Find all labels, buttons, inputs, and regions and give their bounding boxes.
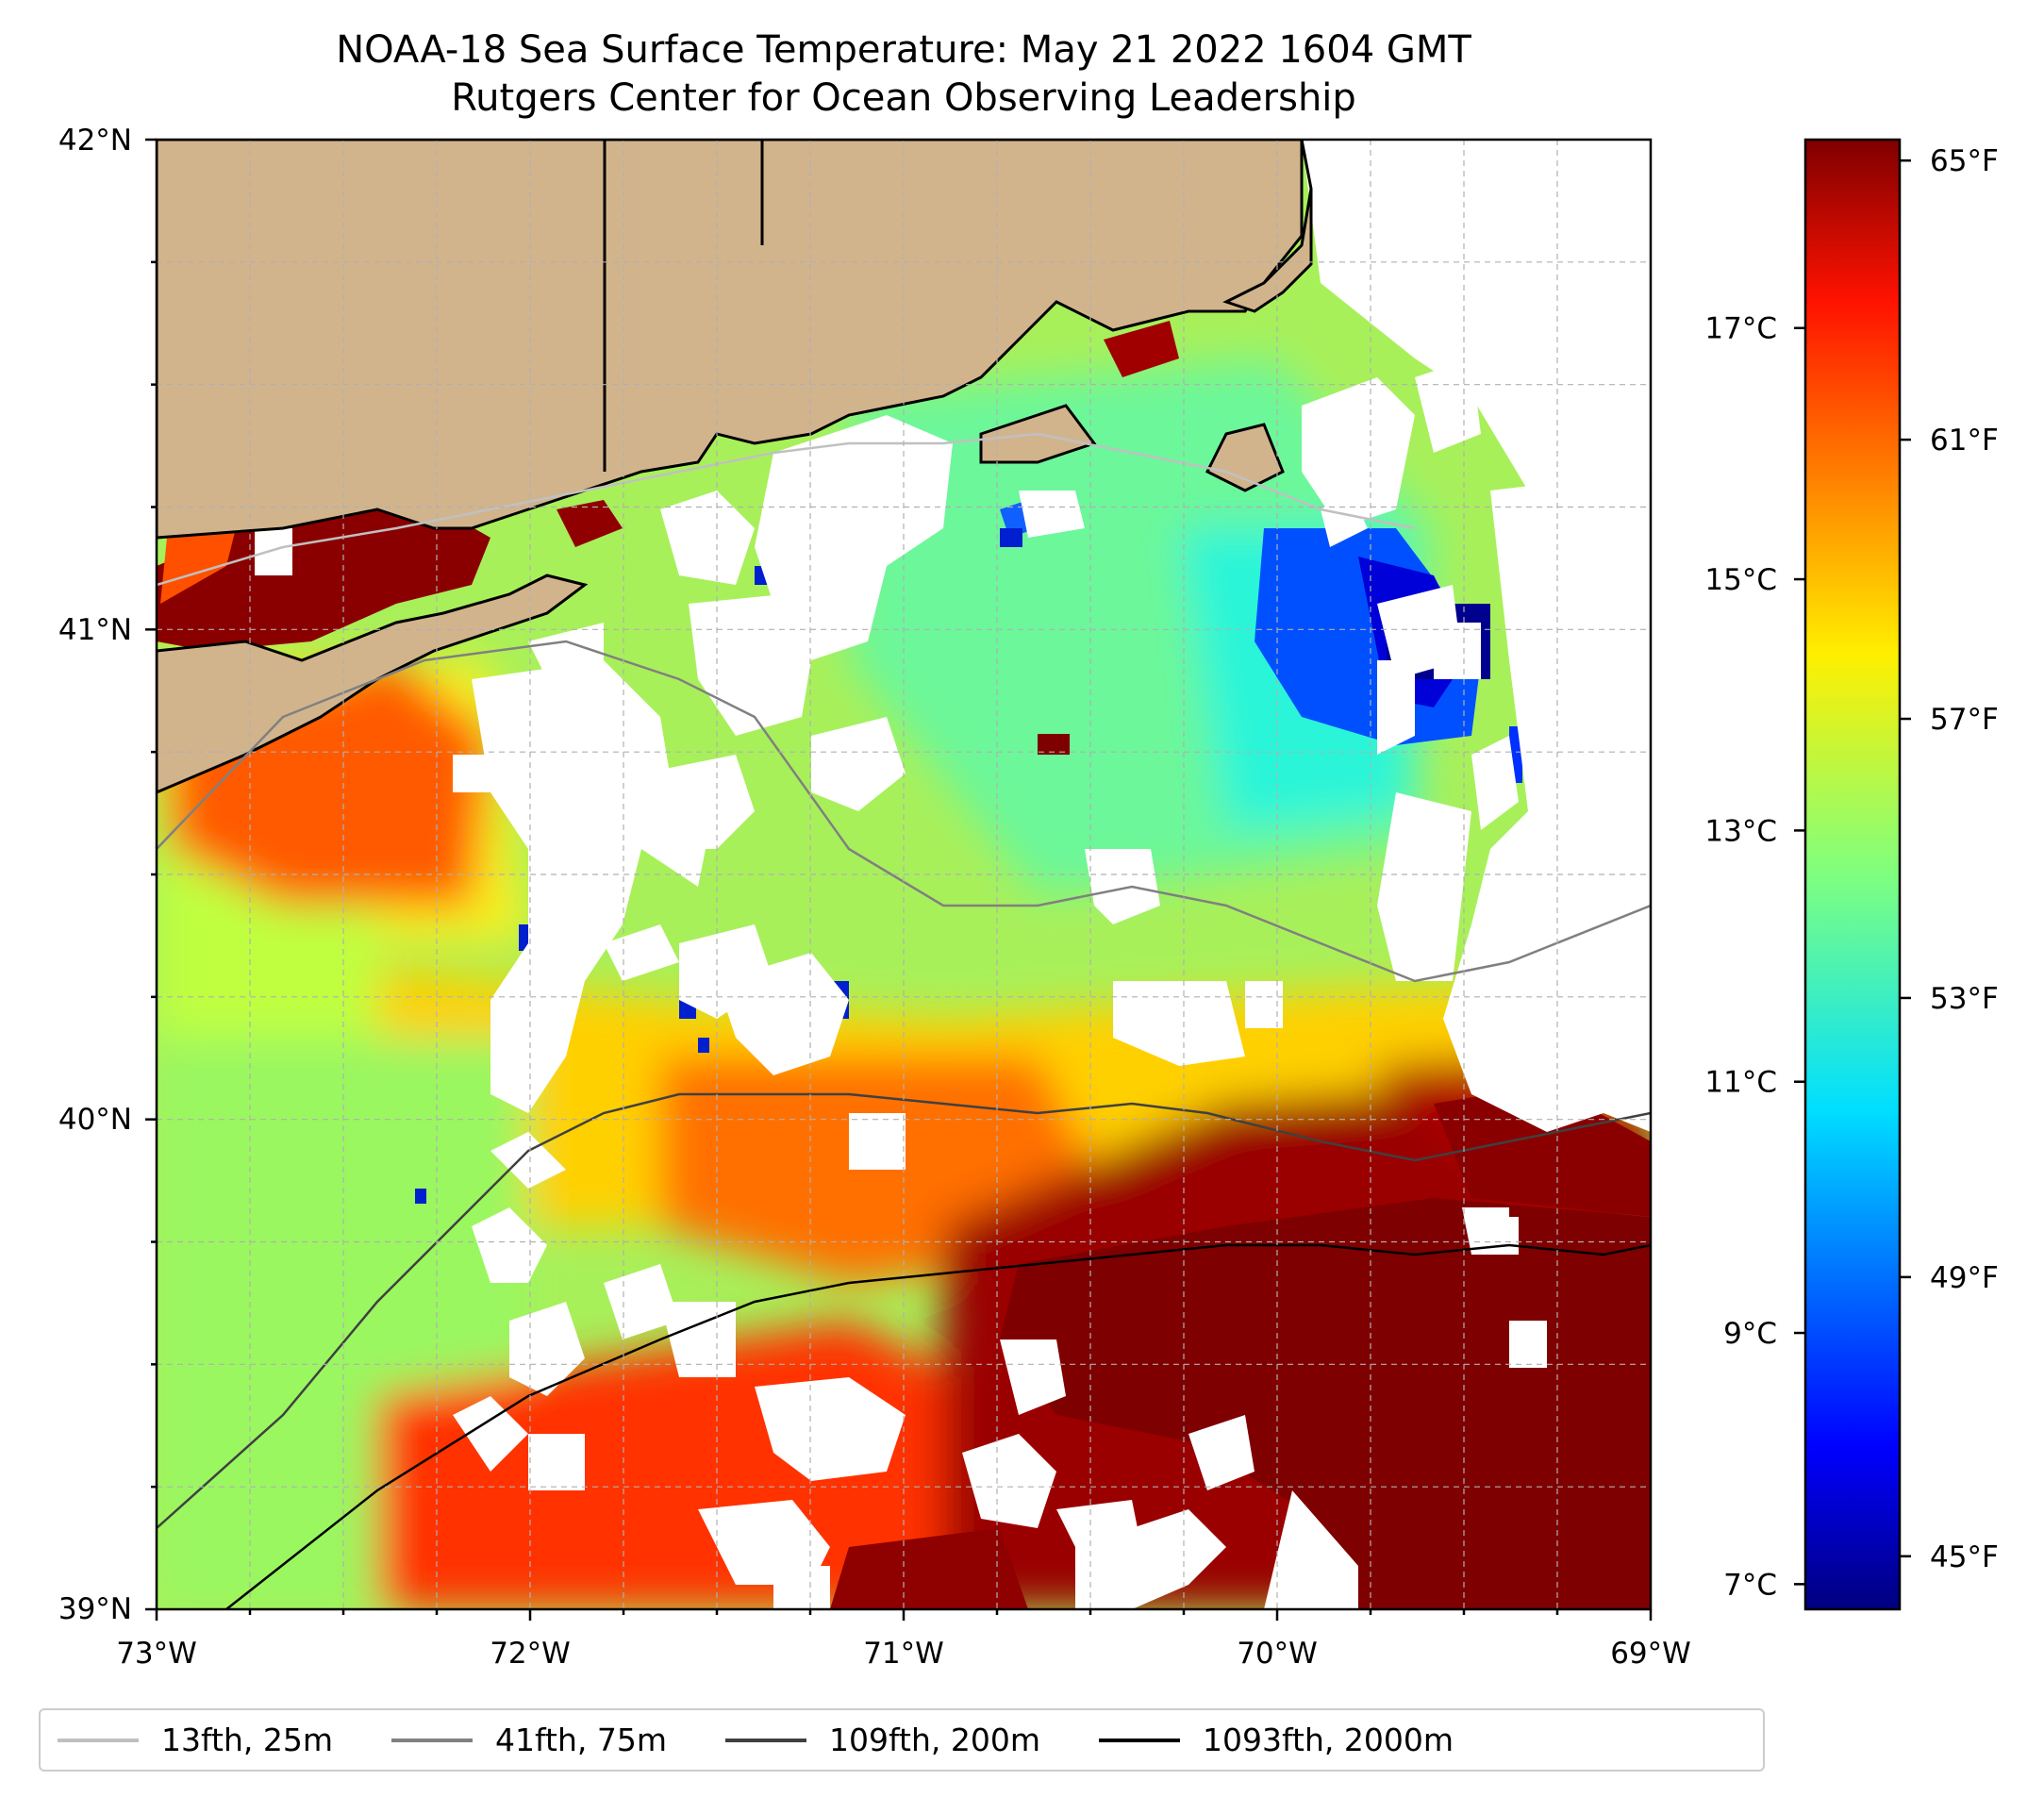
legend-entry: 109fth, 200m <box>725 1722 1040 1758</box>
colorbar-fahrenheit-label: 57°F <box>1930 703 1999 737</box>
y-tick-label: 39°N <box>58 1592 132 1626</box>
colorbar-fahrenheit-label: 49°F <box>1930 1261 1999 1295</box>
y-tick-label: 40°N <box>58 1103 132 1137</box>
colorbar-fahrenheit-label: 65°F <box>1930 144 1999 178</box>
title-line-1: NOAA-18 Sea Surface Temperature: May 21 … <box>336 28 1471 72</box>
colorbar-celsius-label: 13°C <box>1704 814 1777 848</box>
colorbar-fahrenheit-ticks <box>1900 158 1911 1558</box>
colorbar-celsius-label: 7°C <box>1723 1568 1777 1602</box>
x-tick-label: 70°W <box>1237 1637 1318 1671</box>
chart-title: NOAA-18 Sea Surface Temperature: May 21 … <box>157 26 1651 123</box>
x-tick-label: 71°W <box>863 1637 944 1671</box>
legend-label: 41fth, 75m <box>495 1722 667 1758</box>
colorbar-celsius-label: 9°C <box>1723 1317 1777 1351</box>
isobath-200m <box>157 1092 1651 1529</box>
legend-swatch <box>391 1738 473 1742</box>
colorbar-celsius-label: 11°C <box>1704 1066 1777 1100</box>
isobath-75m <box>157 640 1651 983</box>
legend-entry: 13fth, 25m <box>58 1722 333 1758</box>
y-tick-label: 41°N <box>58 613 132 647</box>
legend-swatch <box>725 1738 806 1742</box>
colorbar-celsius-ticks <box>1794 326 1805 1586</box>
isobath-2000m <box>225 1243 1651 1609</box>
legend-swatch <box>1099 1738 1180 1742</box>
legend-swatch <box>58 1738 139 1742</box>
colorbar <box>1803 138 1902 1611</box>
legend-label: 109fth, 200m <box>829 1722 1040 1758</box>
legend-label: 1093fth, 2000m <box>1203 1722 1454 1758</box>
legend-entry: 41fth, 75m <box>391 1722 667 1758</box>
y-tick-label: 42°N <box>58 124 132 158</box>
cloud-mask <box>255 140 1651 1609</box>
isobath-25m <box>157 432 1416 587</box>
legend-entry: 1093fth, 2000m <box>1099 1722 1454 1758</box>
isobath-legend: 13fth, 25m 41fth, 75m 109fth, 200m 1093f… <box>39 1708 1765 1772</box>
x-tick-label: 73°W <box>116 1637 197 1671</box>
title-line-2: Rutgers Center for Ocean Observing Leade… <box>451 76 1356 120</box>
x-tick-label: 69°W <box>1610 1637 1691 1671</box>
colorbar-celsius-label: 15°C <box>1704 563 1777 597</box>
warm-core-ring <box>1000 1198 1651 1609</box>
colorbar-fahrenheit-label: 45°F <box>1930 1540 1999 1574</box>
colorbar-fahrenheit-label: 53°F <box>1930 982 1999 1016</box>
axis-ticks <box>145 138 1653 1621</box>
nantucket <box>1205 423 1285 492</box>
sst-field <box>157 140 1651 1609</box>
gridlines <box>157 140 1651 1609</box>
x-tick-label: 72°W <box>490 1637 571 1671</box>
colorbar-celsius-label: 17°C <box>1704 312 1777 346</box>
legend-label: 13fth, 25m <box>161 1722 333 1758</box>
colorbar-fahrenheit-label: 61°F <box>1930 424 1999 458</box>
